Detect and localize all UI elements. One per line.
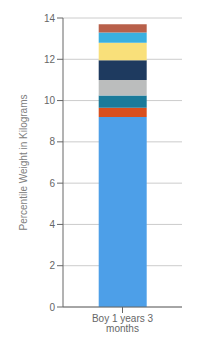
svg-text:2: 2 <box>49 260 55 271</box>
svg-text:8: 8 <box>49 136 55 147</box>
svg-text:Boy 1 years 3months: Boy 1 years 3months <box>92 313 154 334</box>
svg-text:0: 0 <box>49 302 55 313</box>
svg-text:10: 10 <box>44 95 56 106</box>
svg-text:14: 14 <box>44 13 56 24</box>
svg-text:12: 12 <box>44 54 56 65</box>
svg-text:6: 6 <box>49 178 55 189</box>
svg-text:Percentile Weight in Kilograms: Percentile Weight in Kilograms <box>18 95 29 231</box>
svg-text:4: 4 <box>49 219 55 230</box>
